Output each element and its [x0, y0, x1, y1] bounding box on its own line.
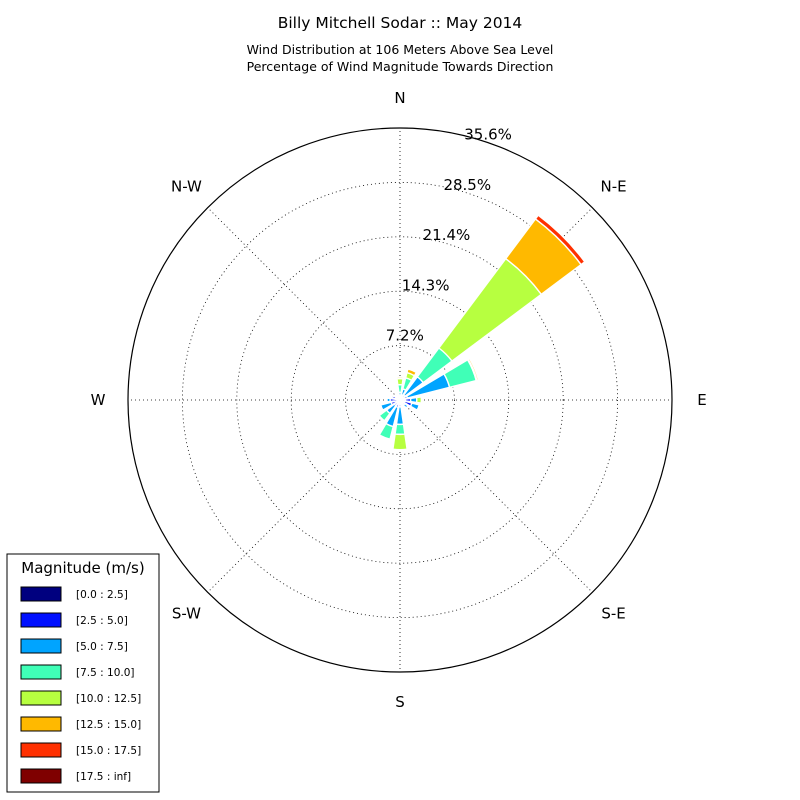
rose-bar-segment — [392, 433, 408, 451]
direction-label: S — [395, 693, 405, 711]
legend-label: [10.0 : 12.5] — [76, 693, 141, 705]
rose-bar-segment — [386, 397, 391, 403]
legend-label: [5.0 : 7.5] — [76, 641, 128, 653]
polar-frame — [127, 127, 673, 673]
rose-bar-segment — [397, 396, 401, 400]
ring-label: 21.4% — [423, 226, 471, 244]
rose-bar-segment — [395, 395, 400, 400]
legend-swatch — [20, 664, 62, 680]
rose-bar-segment — [378, 409, 391, 422]
rose-bars — [378, 214, 586, 451]
polar-grid — [128, 128, 672, 672]
grid-spoke — [207, 399, 401, 593]
rose-bar-segment — [467, 357, 480, 382]
rose-bar-segment — [406, 368, 418, 377]
rose-bar-segment — [396, 377, 404, 386]
legend-swatch — [20, 612, 62, 628]
direction-label: N-W — [171, 177, 202, 195]
legend-label: [7.5 : 10.0] — [76, 667, 134, 679]
rose-bar-segment — [395, 376, 405, 380]
grid-spoke — [207, 207, 401, 401]
direction-label: E — [697, 391, 706, 409]
grid-ring — [345, 345, 455, 455]
grid-ring — [181, 181, 619, 619]
rose-bar-segment — [409, 402, 421, 412]
ring-label: 35.6% — [464, 126, 512, 144]
direction-label: S-E — [601, 605, 625, 623]
legend-swatch — [20, 768, 62, 784]
axis-labels: N N-E E S-E S S-W W N-W 7.2% 14.3% 21.4% 28.5% 35.6% — [91, 89, 707, 711]
rose-bar-segment — [402, 402, 409, 409]
legend-swatch — [20, 586, 62, 602]
rose-bar-segment — [379, 401, 394, 412]
rose-bar-segment — [409, 396, 418, 404]
direction-label: N — [394, 89, 405, 107]
rose-bar-segment — [415, 396, 423, 404]
chart-subtitle-line-2: Percentage of Wind Magnitude Towards Dir… — [247, 59, 554, 74]
grid-ring — [236, 236, 564, 564]
legend-label: [2.5 : 5.0] — [76, 615, 128, 627]
rose-bar-segment — [390, 394, 395, 399]
legend: Magnitude (m/s) [0.0 : 2.5] [2.5 : 5.0] [5… — [6, 553, 160, 793]
ring-label: 14.3% — [402, 276, 450, 294]
legend-items: [0.0 : 2.5] [2.5 : 5.0] [5.0 : 7.5] [7.5 : … — [20, 586, 141, 784]
legend-label: [0.0 : 2.5] — [76, 589, 128, 601]
ring-label: 7.2% — [386, 327, 424, 345]
legend-swatch — [20, 742, 62, 758]
chart-subtitle-line-1: Wind Distribution at 106 Meters Above Se… — [247, 42, 554, 57]
rose-bar-segment — [378, 422, 395, 441]
legend-label: [15.0 : 17.5] — [76, 745, 141, 757]
legend-swatch — [20, 638, 62, 654]
direction-label: S-W — [172, 605, 201, 623]
legend-swatch — [20, 690, 62, 706]
legend-label: [17.5 : inf] — [76, 771, 131, 783]
rose-bar-segment — [394, 423, 406, 436]
direction-label: W — [91, 391, 106, 409]
legend-label: [12.5 : 15.0] — [76, 719, 141, 731]
chart-title: Billy Mitchell Sodar :: May 2014 — [278, 14, 523, 32]
grid-spoke — [399, 399, 593, 593]
ring-label: 28.5% — [443, 176, 491, 194]
legend-title: Magnitude (m/s) — [21, 559, 144, 577]
rose-bar-segment — [534, 214, 586, 266]
direction-label: N-E — [600, 177, 626, 195]
legend-swatch — [20, 716, 62, 732]
